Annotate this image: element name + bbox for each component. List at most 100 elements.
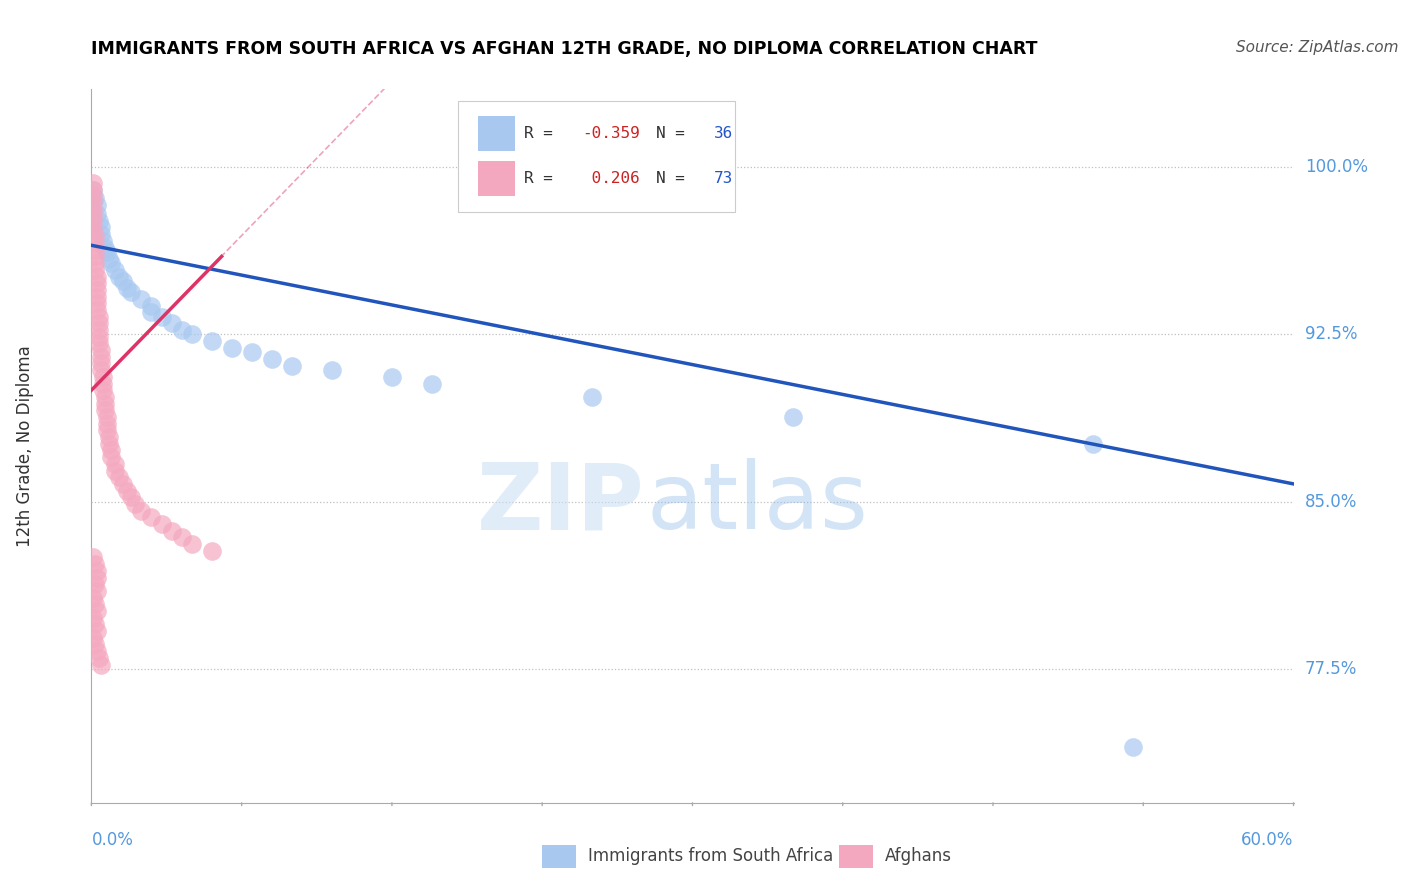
Point [150, 310, 173, 324]
Point [84, 557, 107, 571]
Point [86, 604, 108, 618]
Point [82, 176, 104, 190]
Point [100, 450, 122, 464]
Point [84, 249, 107, 263]
Point [201, 543, 224, 558]
Text: Source: ZipAtlas.com: Source: ZipAtlas.com [1236, 40, 1399, 55]
Point [84, 243, 107, 257]
Point [1122, 739, 1144, 754]
Point [281, 359, 304, 373]
Point [84, 256, 107, 270]
Text: 60.0%: 60.0% [1241, 830, 1294, 848]
Bar [478, 116, 515, 152]
Text: ZIP: ZIP [477, 458, 644, 548]
Point [86, 570, 108, 584]
Point [131, 503, 153, 517]
Text: R =: R = [524, 171, 562, 186]
Point [150, 516, 173, 531]
Point [108, 269, 131, 284]
Point [321, 363, 343, 377]
Point [94, 390, 117, 404]
Point [90, 356, 112, 370]
Text: 85.0%: 85.0% [1305, 492, 1357, 511]
Point [84, 229, 107, 244]
Point [381, 369, 404, 384]
Point [89, 316, 111, 330]
Point [131, 292, 153, 306]
Point [93, 383, 115, 397]
Point [82, 189, 104, 203]
Point [86, 207, 108, 221]
Point [240, 345, 263, 359]
Point [90, 350, 112, 364]
Point [201, 334, 224, 348]
Point [86, 302, 108, 317]
Point [93, 234, 115, 248]
Point [93, 369, 115, 384]
Point [121, 285, 143, 299]
Point [82, 182, 104, 196]
Point [180, 327, 202, 342]
Point [90, 227, 112, 241]
Point [89, 650, 111, 665]
Point [117, 483, 139, 498]
Point [86, 644, 108, 658]
Point [170, 323, 193, 337]
Point [104, 463, 127, 477]
Point [86, 296, 108, 310]
Point [86, 624, 108, 638]
Point [180, 537, 202, 551]
Text: IMMIGRANTS FROM SOUTH AFRICA VS AFGHAN 12TH GRADE, NO DIPLOMA CORRELATION CHART: IMMIGRANTS FROM SOUTH AFRICA VS AFGHAN 1… [91, 40, 1038, 58]
Point [86, 283, 108, 297]
Text: 73: 73 [714, 171, 734, 186]
Point [90, 363, 112, 377]
Point [221, 341, 243, 355]
Point [82, 209, 104, 223]
Point [1083, 436, 1105, 450]
Point [160, 524, 183, 538]
FancyBboxPatch shape [458, 102, 734, 212]
Point [90, 343, 112, 357]
Point [96, 417, 118, 431]
Point [141, 298, 163, 312]
Text: 0.206: 0.206 [582, 171, 640, 186]
Point [82, 591, 104, 605]
Point [121, 490, 143, 504]
Point [420, 376, 443, 391]
Point [100, 443, 122, 458]
Point [82, 216, 104, 230]
Point [104, 457, 127, 471]
Text: 77.5%: 77.5% [1305, 660, 1357, 678]
Point [117, 280, 139, 294]
Point [100, 256, 122, 270]
Point [86, 276, 108, 290]
Point [84, 617, 107, 632]
Point [89, 213, 111, 227]
Point [170, 530, 193, 544]
Point [89, 336, 111, 351]
Point [82, 222, 104, 236]
Point [82, 195, 104, 210]
Text: -0.359: -0.359 [582, 126, 640, 141]
Point [108, 470, 131, 484]
Text: 100.0%: 100.0% [1305, 158, 1368, 177]
Text: 36: 36 [714, 126, 734, 141]
Point [86, 289, 108, 303]
Point [84, 577, 107, 591]
Point [84, 597, 107, 611]
Point [89, 329, 111, 343]
Point [86, 564, 108, 578]
Point [112, 274, 135, 288]
Point [782, 409, 804, 424]
Point [112, 476, 135, 491]
Point [89, 310, 111, 324]
Point [141, 305, 163, 319]
Point [90, 220, 112, 235]
Point [124, 497, 146, 511]
Point [104, 262, 127, 277]
Point [90, 657, 112, 672]
Text: 0.0%: 0.0% [91, 830, 134, 848]
Bar [543, 845, 576, 868]
Point [86, 269, 108, 284]
Text: R =: R = [524, 126, 562, 141]
